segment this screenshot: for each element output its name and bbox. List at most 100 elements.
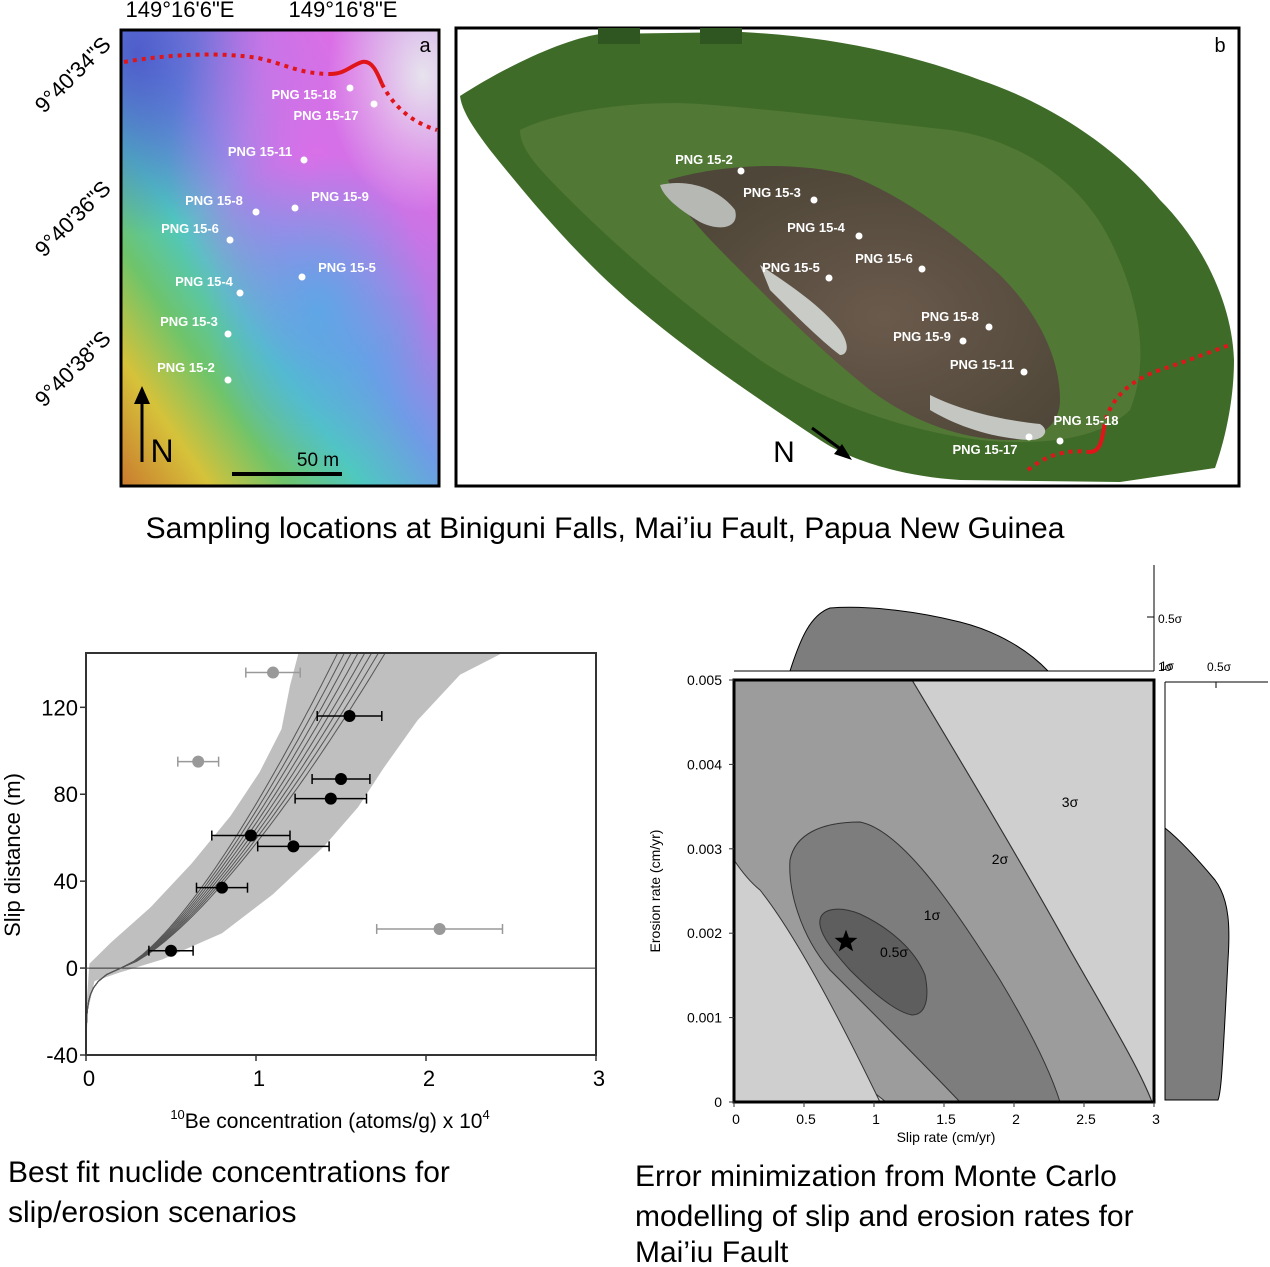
nuclide-y-ticks: -40 0 40 80 120 (41, 695, 86, 1068)
contour-y-tick-label-0: 0 (714, 1094, 722, 1110)
nuclide-x-axis-label-exp: 4 (482, 1107, 489, 1122)
contour-chart: 0.5σ 1σ 1σ 0.5σ 3σ 2σ 1σ 0.5σ 0 0.5 1 1.5 2 2… (647, 565, 1268, 1145)
nuclide-y-tick-label-4: 120 (41, 695, 78, 720)
contour-y-tick-label-1: 0.001 (687, 1010, 722, 1026)
photo-sample-label-png-15-9: PNG 15-9 (893, 329, 951, 344)
photo-waterfall-upper (660, 182, 736, 228)
photo-sample-label-png-15-8: PNG 15-8 (921, 309, 979, 324)
map-sample-label-png-15-9: PNG 15-9 (311, 189, 369, 204)
photo-fault-solid (1089, 427, 1106, 454)
map-north-arrow-icon (134, 386, 150, 404)
photo-sample-label-png-15-11: PNG 15-11 (950, 357, 1014, 372)
nuclide-x-tick-label-3: 3 (593, 1066, 605, 1091)
photo-tree-top-1 (598, 28, 640, 44)
photo-sample-dot-png-15-18 (1056, 437, 1064, 445)
contour-y-tick-label-4: 0.004 (687, 756, 722, 772)
contour-x-tick-label-0: 0 (732, 1111, 740, 1127)
photo-sample-dot-png-15-8 (985, 323, 993, 331)
map-sample-label-png-15-6: PNG 15-6 (161, 221, 219, 236)
map-sample-dot-png-15-5 (298, 273, 306, 281)
contour-lower-left-region (733, 858, 881, 1103)
map-fault-solid (329, 59, 384, 85)
best-fit-star-icon (834, 929, 858, 952)
contour-y-axis-label: Erosion rate (cm/yr) (647, 830, 663, 953)
map-sample-label-png-15-4: PNG 15-4 (175, 274, 234, 289)
nuclide-point-s2-1 (267, 666, 279, 679)
contour-1sigma-region (789, 821, 1061, 1103)
map-lat-label-1: 9°40'34"S (30, 32, 116, 118)
contour-y-tick-label-3: 0.003 (687, 841, 722, 857)
photo-fault-dashed-west (1026, 449, 1091, 472)
contour-x-tick-label-1: 0.5 (796, 1111, 816, 1127)
contour-3sigma-line (734, 679, 1153, 1103)
photo-sample-dot-png-15-2 (737, 167, 745, 175)
map-sample-dot-png-15-11 (300, 156, 308, 164)
map-sample-dot-png-15-17 (370, 100, 378, 108)
map-sample-label-png-15-5: PNG 15-5 (318, 260, 376, 275)
map-shade-topright (121, 30, 439, 486)
nuclide-point-s1-6 (335, 773, 347, 786)
nuclide-x-tick-label-2: 2 (423, 1066, 435, 1091)
photo-sample-dot-png-15-9 (959, 337, 967, 345)
caption-bottom-right-line-1: Error minimization from Monte Carlo (635, 1160, 1117, 1193)
map-lon-label-2: 149°16'8"E (289, 0, 398, 22)
nuclide-model-curves (85, 652, 386, 1056)
map-sample-dot-png-15-3 (224, 330, 232, 338)
map-fault-dashed-east (380, 83, 438, 132)
photo-sample-label-png-15-3: PNG 15-3 (743, 185, 801, 200)
map-sample-label-png-15-11: PNG 15-11 (228, 144, 292, 159)
photo-sample-dot-png-15-5 (825, 274, 833, 282)
nuclide-point-s1-1 (165, 944, 177, 957)
contour-x-tick-label-6: 3 (1152, 1111, 1160, 1127)
map-sample-dot-png-15-18 (346, 84, 354, 92)
caption-bottom-left-line-1: Best fit nuclide concentrations for (8, 1156, 450, 1189)
best-fit-star-shape (834, 929, 858, 952)
map-panel-letter: a (419, 35, 431, 57)
map-samples: PNG 15-18 PNG 15-17 PNG 15-11 PNG 15-8 PNG 1… (157, 84, 378, 384)
contour-label-05sigma: 0.5σ (880, 944, 908, 960)
map-panel: a 149°16'6"E 149°16'8"E 9°40'34"S 9°40'3… (30, 0, 441, 488)
contour-label-2sigma: 2σ (992, 851, 1009, 867)
photo-tree-top-2 (700, 28, 742, 44)
nuclide-x-axis-label-main: Be concentration (atoms/g) x 10 (185, 1110, 483, 1133)
map-scale-label: 50 m (297, 450, 339, 471)
map-frame (119, 28, 441, 488)
contour-x-axis-label: Slip rate (cm/yr) (897, 1129, 996, 1145)
marginal-top-label-2: 1σ (1160, 659, 1175, 673)
map-sample-dot-png-15-4 (236, 289, 244, 297)
map-north-label: N (150, 433, 173, 469)
photo-sample-dot-png-15-6 (918, 265, 926, 273)
nuclide-data-points (148, 666, 504, 957)
marginal-top-label-1: 0.5σ (1158, 612, 1183, 626)
marginal-right-distribution (1164, 826, 1230, 1101)
caption-top: Sampling locations at Biniguni Falls, Ma… (146, 512, 1065, 545)
photo-sample-label-png-15-2: PNG 15-2 (675, 152, 733, 167)
nuclide-x-axis-label: 10Be concentration (atoms/g) x 104 (170, 1107, 489, 1133)
contour-y-tick-label-5: 0.005 (687, 672, 722, 688)
photo-north-arrow-icon (834, 444, 852, 460)
map-lat-label-2: 9°40'36"S (30, 176, 116, 262)
photo-rock-slab (668, 165, 1060, 440)
photo-sample-dot-png-15-17 (1025, 433, 1033, 441)
nuclide-y-tick-label-1: 0 (66, 956, 78, 981)
nuclide-x-tick-label-0: 0 (83, 1066, 95, 1091)
map-fault-dashed-west (123, 52, 331, 76)
caption-bottom-right-line-2: modelling of slip and erosion rates for (635, 1200, 1134, 1233)
photo-sample-label-png-15-5: PNG 15-5 (762, 260, 820, 275)
marginal-right-label-2: 0.5σ (1207, 660, 1232, 674)
photo-sample-dot-png-15-11 (1020, 368, 1028, 376)
map-sample-label-png-15-3: PNG 15-3 (160, 314, 218, 329)
nuclide-point-s2-2 (192, 755, 205, 768)
contour-x-tick-label-2: 1 (872, 1111, 880, 1127)
marginal-top-distribution (789, 606, 1050, 672)
photo-sample-dot-png-15-4 (855, 232, 863, 240)
contour-y-tick-label-2: 0.002 (687, 925, 722, 941)
nuclide-y-tick-label-2: 40 (54, 869, 78, 894)
photo-samples: PNG 15-2 PNG 15-3 PNG 15-4 PNG 15-5 PNG 15-6… (675, 152, 1118, 457)
nuclide-x-axis-label-sup: 10 (170, 1107, 184, 1122)
map-lon-label-1: 149°16'6"E (126, 0, 235, 22)
map-lat-label-3: 9°40'38"S (30, 326, 116, 412)
map-sample-label-png-15-18: PNG 15-18 (271, 87, 336, 102)
